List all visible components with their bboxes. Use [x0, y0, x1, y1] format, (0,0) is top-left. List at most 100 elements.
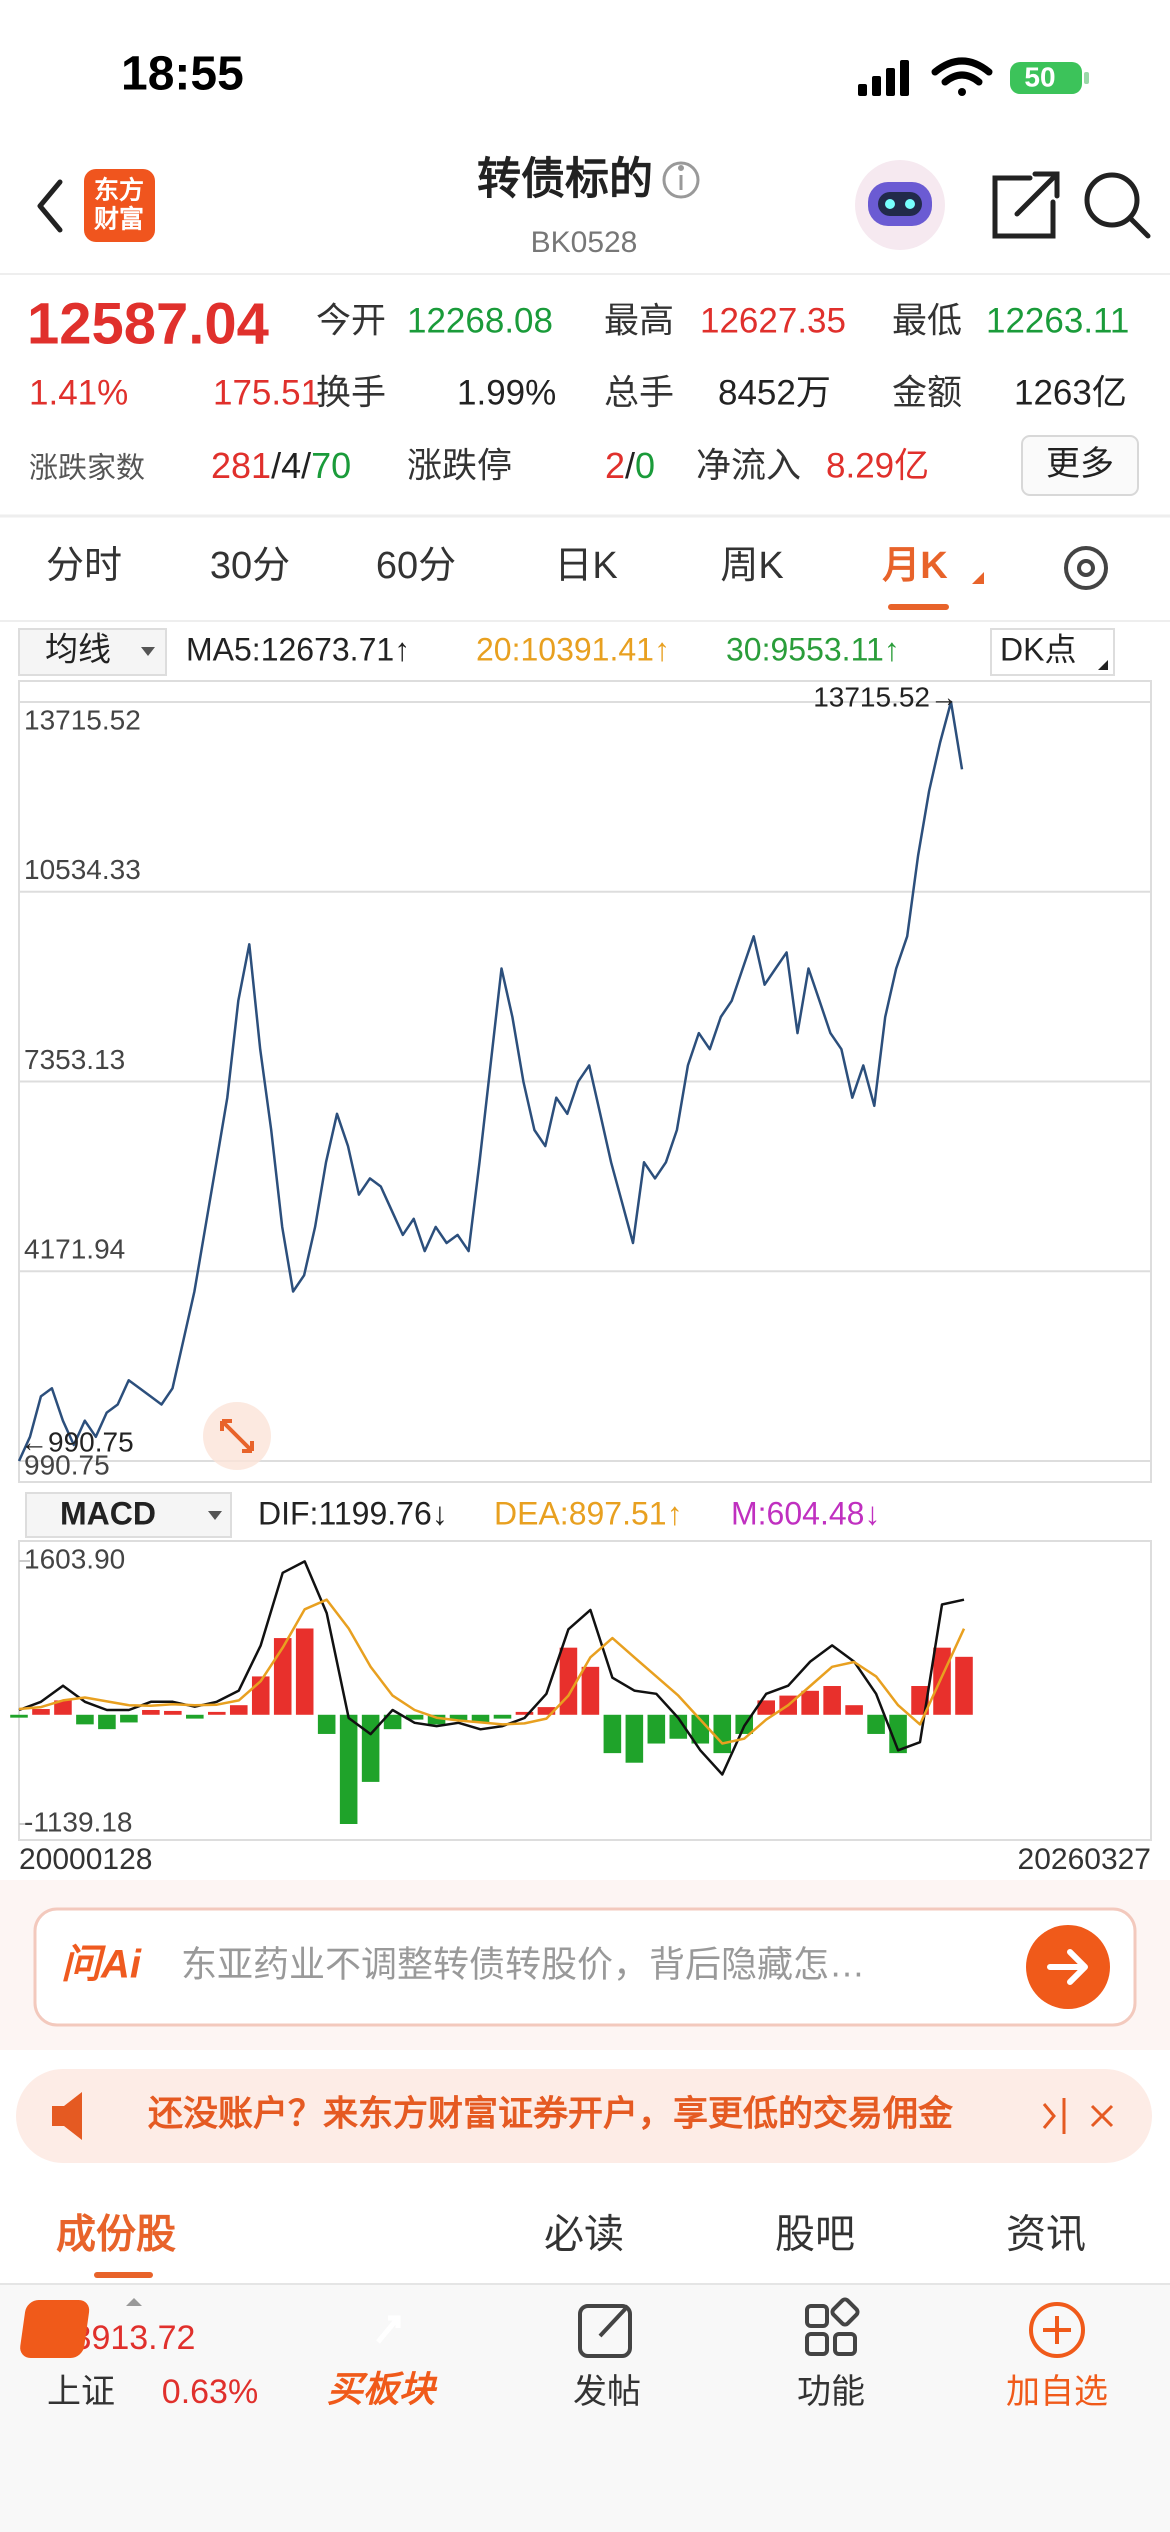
wifi-icon — [931, 57, 993, 96]
up-count: 281 — [211, 445, 271, 486]
field-label: 最低 — [892, 301, 962, 340]
macd-bar — [120, 1714, 138, 1723]
breadth-label: 涨跌家数 — [29, 452, 145, 485]
macd-bar — [76, 1714, 94, 1725]
tab-indicator — [888, 604, 949, 610]
change-amount: 175.51 — [213, 373, 320, 412]
period-tab[interactable]: 周K — [720, 545, 783, 587]
macd-bar — [229, 1705, 248, 1715]
period-tabs: 分时 30分 60分 日K 周K 月K — [46, 545, 948, 587]
period-tab[interactable]: 60分 — [376, 545, 456, 587]
min-annotation: ←990.75 — [20, 1426, 134, 1457]
selector-label: MACD — [60, 1495, 156, 1531]
share-button[interactable] — [992, 171, 1060, 239]
macd-bar — [361, 1714, 380, 1782]
macd-line — [18, 1598, 966, 1745]
macd-bar — [581, 1666, 600, 1715]
macd-bar — [691, 1714, 710, 1744]
macd-bar — [32, 1709, 50, 1715]
down-count: 70 — [311, 445, 351, 486]
promo-banner[interactable] — [16, 2069, 1152, 2163]
macd-bar — [493, 1714, 512, 1719]
back-button[interactable] — [37, 179, 63, 233]
info-icon[interactable] — [662, 161, 700, 199]
nav-item[interactable]: 功能 — [797, 2373, 865, 2411]
arrow-icon — [1047, 1949, 1088, 1985]
app-logo[interactable] — [84, 169, 155, 242]
expand-button[interactable] — [203, 1402, 271, 1470]
logo-text: 财富 — [94, 205, 144, 234]
field-value: 12268.08 — [407, 301, 553, 340]
y-tick-label: -1139.18 — [24, 1806, 132, 1837]
macd-bar — [317, 1714, 336, 1734]
breadth-counts: 281/4/70 — [211, 445, 351, 486]
price-line — [17, 700, 964, 1462]
buy-board-icon — [20, 2300, 401, 2358]
period-tab[interactable]: 分时 — [46, 545, 122, 587]
y-tick-label: 1603.90 — [24, 1543, 125, 1574]
content-tab[interactable]: 成份股 — [56, 2213, 176, 2257]
macd-line — [18, 1560, 965, 1776]
macd-bar — [801, 1690, 819, 1715]
nav-item[interactable]: 加自选 — [1006, 2373, 1108, 2411]
max-annotation: 13715.52→ — [813, 681, 958, 712]
macd-bar — [383, 1714, 402, 1730]
macd-bar — [933, 1647, 951, 1715]
close-button[interactable] — [1090, 2104, 1114, 2128]
field-value: 12263.11 — [986, 301, 1129, 340]
more-button[interactable] — [1021, 435, 1139, 496]
content-tab[interactable]: 必读 — [544, 2213, 624, 2257]
period-tab[interactable]: 月K — [882, 545, 948, 587]
macd-bar — [867, 1714, 885, 1734]
period-tab[interactable]: 日K — [554, 545, 617, 587]
ma5-legend: MA5:12673.71↑ — [186, 631, 410, 667]
promo-chevron — [1042, 2098, 1066, 2134]
board-code: BK0528 — [531, 226, 638, 259]
ma30-legend: 30:9553.11↑ — [726, 631, 900, 667]
macd-bar — [757, 1700, 775, 1715]
period-tab[interactable]: 30分 — [210, 545, 290, 587]
field-label: 最高 — [604, 301, 674, 340]
content-tab[interactable]: 股吧 — [775, 2213, 855, 2257]
macd-bar — [955, 1656, 973, 1715]
macd-bar — [823, 1686, 841, 1715]
inflow-value: 8.29亿 — [826, 446, 929, 485]
expand-mark — [126, 2298, 142, 2306]
inflow-label: 净流入 — [696, 446, 801, 485]
nav-item[interactable]: 买板块 — [327, 2369, 438, 2410]
macd-bar — [186, 1714, 204, 1719]
main-chart: 990.75 4171.94 7353.13 10534.33 13715.52 1371… — [17, 681, 1151, 1480]
indicator-selector[interactable] — [18, 628, 167, 676]
battery-icon — [1010, 62, 1082, 94]
m-legend: M:604.48↓ — [731, 1495, 880, 1531]
field-label: 今开 — [316, 301, 386, 340]
field-label: 总手 — [604, 373, 674, 412]
macd-bar — [845, 1705, 863, 1715]
dk-label: DK点 — [1000, 631, 1076, 667]
separator: / — [625, 445, 635, 486]
macd-bar — [10, 1714, 28, 1718]
indicator-selector[interactable] — [25, 1492, 232, 1538]
y-tick-label: 10534.33 — [24, 854, 141, 885]
logo-text: 东方 — [94, 176, 144, 205]
macd-bar — [295, 1628, 314, 1715]
search-button[interactable] — [1084, 172, 1151, 239]
settings-button[interactable] — [1064, 546, 1108, 590]
macd-bar — [208, 1711, 226, 1715]
nav-item[interactable]: 发帖 — [573, 2373, 641, 2411]
macd-bar — [625, 1714, 644, 1763]
dk-button[interactable] — [990, 628, 1115, 676]
macd-bar — [427, 1714, 446, 1725]
separator: / — [301, 445, 311, 486]
macd-chart: 1603.90 -1139.18 20000128 20260327 — [10, 1543, 1151, 1876]
page-title: 转债标的 — [477, 155, 653, 204]
macd-bar — [98, 1714, 116, 1730]
ai-search-box[interactable] — [33, 1907, 1137, 2027]
macd-bar — [515, 1711, 534, 1715]
content-tab[interactable]: 资讯 — [1006, 2213, 1086, 2257]
separator: / — [271, 445, 281, 486]
assistant-avatar[interactable] — [855, 160, 945, 250]
field-value: 1.99% — [457, 373, 556, 412]
flat-count: 4 — [281, 445, 301, 486]
